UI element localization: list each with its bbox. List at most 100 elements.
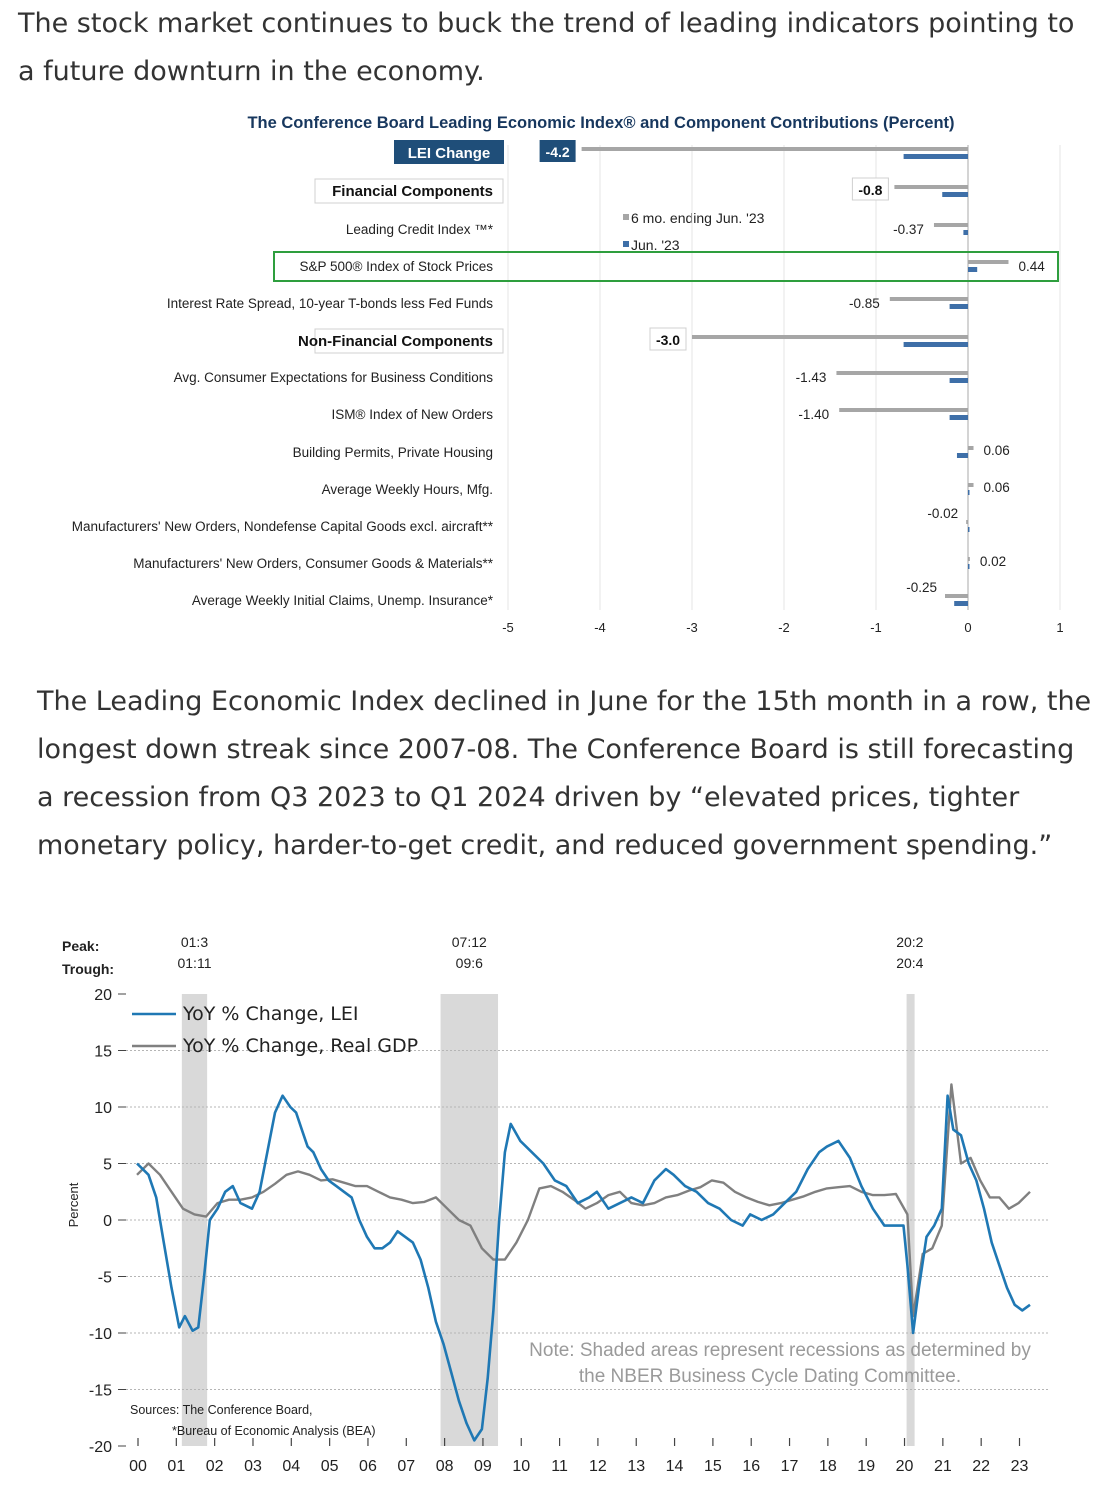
value-label: -0.85 <box>849 296 880 311</box>
line-legend: YoY % Change, LEI YoY % Change, Real GDP <box>132 1003 418 1057</box>
intro-paragraph: The stock market continues to buck the t… <box>18 8 1075 87</box>
x-tick-label: 20 <box>896 1458 914 1475</box>
bar-june <box>956 453 968 458</box>
bar-six-month <box>968 483 974 487</box>
recession-band <box>440 994 499 1446</box>
bar-six-month <box>692 335 968 339</box>
x-tick-label: 00 <box>129 1458 147 1475</box>
bar-six-month <box>836 371 968 375</box>
bar-six-month <box>933 223 968 227</box>
y-tick-label: 0 <box>103 1213 112 1230</box>
y-tick-label: -10 <box>89 1326 112 1343</box>
value-label: -1.40 <box>798 407 829 422</box>
x-tick-label: 05 <box>321 1458 339 1475</box>
bar-six-month <box>889 297 968 301</box>
x-tick-label: -1 <box>870 620 882 635</box>
bar-six-month <box>968 557 970 561</box>
lei-rows: LEI Change -4.2 Financial Components -0.8 Le… <box>72 140 1059 608</box>
recession-trough-label: 20:4 <box>896 955 923 971</box>
x-tick-label: 06 <box>359 1458 377 1475</box>
note-line-2: the NBER Business Cycle Dating Committee… <box>579 1366 961 1387</box>
value-label: 0.06 <box>984 443 1010 458</box>
recession-peak-label: 01:3 <box>181 934 208 950</box>
lei-chart-title: The Conference Board Leading Economic In… <box>247 114 954 132</box>
legend-june-label: Jun. '23 <box>631 237 680 253</box>
lei-row: Building Permits, Private Housing 0.06 <box>293 443 1010 460</box>
note-line-1: Note: Shaded areas represent recessions … <box>529 1340 1031 1361</box>
value-label-box <box>851 177 889 201</box>
bar-june <box>942 192 968 197</box>
category-label: Average Weekly Initial Claims, Unemp. In… <box>192 593 494 608</box>
lei-row: ISM® Index of New Orders -1.40 <box>332 407 968 422</box>
bar-june <box>968 267 978 272</box>
lei-row: Financial Components -0.8 <box>314 177 968 204</box>
x-tick-label: 13 <box>627 1458 645 1475</box>
lei-row: Average Weekly Initial Claims, Unemp. In… <box>192 580 968 608</box>
legend-gdp-label: YoY % Change, Real GDP <box>182 1035 418 1057</box>
lei-row: Avg. Consumer Expectations for Business … <box>174 370 968 385</box>
recession-peak-label: 20:2 <box>896 934 923 950</box>
recession-trough-label: 01:11 <box>177 955 211 971</box>
category-label: Interest Rate Spread, 10-year T-bonds le… <box>167 296 493 311</box>
x-tick-label: 03 <box>244 1458 262 1475</box>
x-tick-label: 18 <box>819 1458 837 1475</box>
lei-row: Average Weekly Hours, Mfg. 0.06 <box>322 480 1010 497</box>
bar-six-month <box>945 594 968 598</box>
peak-label: Peak: <box>62 938 99 954</box>
y-tick-label: -15 <box>89 1383 112 1400</box>
y-tick-label: 10 <box>94 1100 112 1117</box>
bar-june <box>903 342 968 347</box>
value-label: -0.37 <box>893 222 924 237</box>
y-tick-label: -5 <box>98 1270 112 1287</box>
sources-line-2: *Bureau of Economic Analysis (BEA) <box>172 1424 376 1438</box>
lei-row: Interest Rate Spread, 10-year T-bonds le… <box>167 296 968 311</box>
x-tick-label: 16 <box>742 1458 760 1475</box>
category-label: Financial Components <box>332 183 493 200</box>
x-tick-label: 19 <box>857 1458 875 1475</box>
value-label: -0.8 <box>858 182 882 198</box>
bar-six-month <box>839 408 968 412</box>
legend-lei-label: YoY % Change, LEI <box>182 1003 358 1025</box>
lei-yoy-line <box>136 1094 1031 1442</box>
group-label-box <box>314 178 504 204</box>
bar-june <box>968 564 970 569</box>
bar-six-month <box>968 446 974 450</box>
category-label: Manufacturers' New Orders, Nondefense Ca… <box>72 519 494 534</box>
bar-june <box>903 154 968 159</box>
bar-six-month <box>966 520 968 524</box>
x-tick-label: 23 <box>1011 1458 1029 1475</box>
legend-june-swatch <box>623 241 629 247</box>
bar-june <box>949 378 968 383</box>
value-label: -3.0 <box>656 332 680 348</box>
x-tick-label: 21 <box>934 1458 952 1475</box>
middle-paragraph: The Leading Economic Index declined in J… <box>37 686 1092 861</box>
value-label-box <box>539 140 576 162</box>
group-label-box <box>314 328 504 354</box>
bar-june <box>968 527 970 532</box>
gdp-yoy-line <box>136 1083 1031 1318</box>
lei-row: S&P 500® Index of Stock Prices 0.44 <box>273 251 1059 282</box>
value-label-box <box>649 327 687 351</box>
y-tick-label: 5 <box>103 1157 112 1174</box>
lei-x-axis: -5 -4 -3 -2 -1 0 1 <box>502 145 1064 635</box>
sources-line-1: Sources: The Conference Board, <box>130 1403 313 1417</box>
x-tick-label: -5 <box>502 620 514 635</box>
x-tick-label: 11 <box>551 1458 568 1475</box>
lei-row: Non-Financial Components -3.0 <box>298 327 968 354</box>
x-tick-label: 22 <box>972 1458 990 1475</box>
category-label: ISM® Index of New Orders <box>332 407 494 422</box>
bar-june <box>963 230 968 235</box>
lei-row: Leading Credit Index ™* -0.37 <box>346 222 968 237</box>
category-label: S&P 500® Index of Stock Prices <box>299 259 493 274</box>
value-label: -4.2 <box>546 144 570 160</box>
x-tick-label: -2 <box>778 620 790 635</box>
category-label: LEI Change <box>408 145 491 162</box>
axes: 20 15 10 5 0 -5 -10 -15 -20 00 01 02 03 04 05 06 07 08 09 1… <box>89 987 1029 1475</box>
x-tick-label: 0 <box>964 620 971 635</box>
bar-june <box>949 304 968 309</box>
legend-six-month-swatch <box>623 214 629 220</box>
bar-six-month <box>968 260 1009 264</box>
bar-june <box>954 601 968 606</box>
x-tick-label: -3 <box>686 620 698 635</box>
x-tick-label: 10 <box>512 1458 530 1475</box>
